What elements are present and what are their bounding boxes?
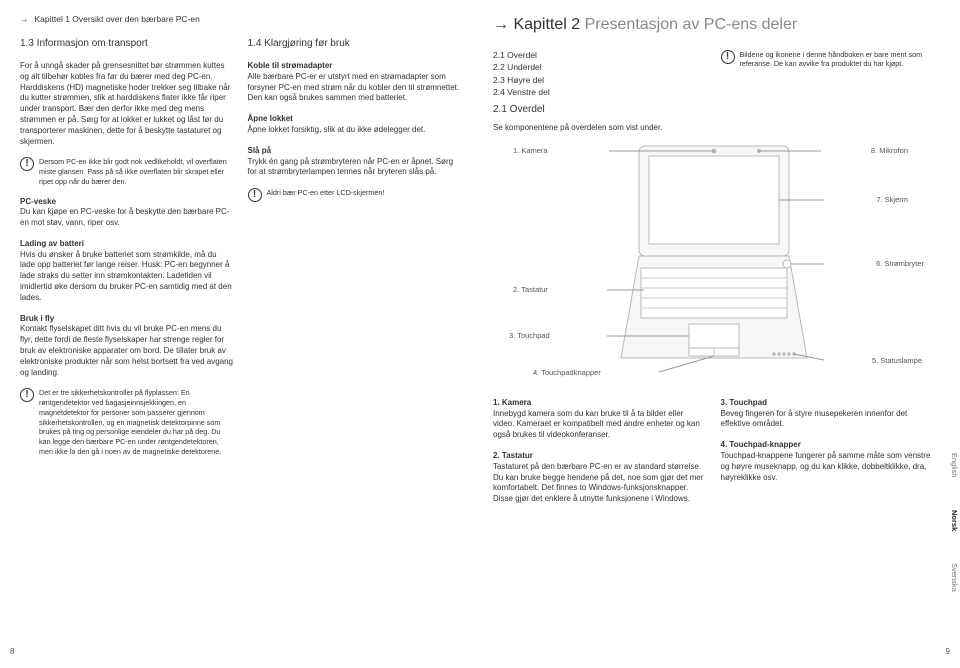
note-airport: ! Det er tre sikkerhetskontroller på fly… — [20, 388, 234, 456]
touchpad-text: Beveg fingeren for å styre musepekeren i… — [721, 409, 935, 431]
overdel-sub: Se komponentene på overdelen som vist un… — [493, 123, 934, 134]
tastatur-block: 2. Tastatur Tastaturet på den bærbare PC… — [493, 451, 707, 505]
koble-block: Koble til strømadapter Alle bærbare PC-e… — [248, 61, 462, 104]
lading-text: Hvis du ønsker å bruke batteriet som str… — [20, 250, 234, 304]
toc-item: 2.4 Venstre del — [493, 87, 707, 98]
bottom-col-left: 1. Kamera Innebygd kamera som du kan bru… — [493, 398, 707, 515]
apne-block: Åpne lokket Åpne lokket forsiktig, slik … — [248, 114, 462, 136]
note-airport-text: Det er tre sikkerhetskontroller på flypl… — [39, 388, 234, 456]
touchpad-block: 3. Touchpad Beveg fingeren for å styre m… — [721, 398, 935, 430]
fly-title: Bruk i fly — [20, 314, 234, 325]
fly-text: Kontakt flyselskapet ditt hvis du vil br… — [20, 324, 234, 378]
kamera-title: 1. Kamera — [493, 398, 707, 409]
koble-title: Koble til strømadapter — [248, 61, 462, 72]
tpk-block: 4. Touchpad-knapper Touchpad-knappene fu… — [721, 440, 935, 483]
kamera-block: 1. Kamera Innebygd kamera som du kan bru… — [493, 398, 707, 441]
lading-block: Lading av batteri Hvis du ønsker å bruke… — [20, 239, 234, 304]
callout-kamera: 1. Kamera — [513, 146, 548, 156]
pc-veske-block: PC-veske Du kan kjøpe en PC-veske for å … — [20, 197, 234, 229]
toc-item: 2.1 Overdel — [493, 50, 707, 61]
warning-icon: ! — [20, 157, 34, 171]
section-title-1-3: 1.3 Informasjon om transport — [20, 37, 234, 51]
note-maintenance: ! Dersom PC-en ikke blir godt nok vedlik… — [20, 157, 234, 186]
sla-text: Trykk én gang på strømbryteren når PC-en… — [248, 157, 462, 179]
chapter-prefix: Kapittel 2 — [513, 16, 580, 33]
callout-mikrofon: 8. Mikrofon — [871, 146, 908, 156]
tpk-text: Touchpad-knappene fungerer på samme måte… — [721, 451, 935, 483]
touchpad-title: 3. Touchpad — [721, 398, 935, 409]
laptop-icon — [599, 140, 829, 380]
lang-english[interactable]: English — [948, 447, 960, 484]
col-1-3: 1.3 Informasjon om transport For å unngå… — [20, 37, 234, 466]
callout-touchpad: 3. Touchpad — [509, 331, 550, 341]
toc-col: 2.1 Overdel 2.2 Underdel 2.3 Høyre del 2… — [493, 50, 707, 100]
lang-svenska[interactable]: Svenska — [948, 557, 960, 598]
tastatur-text: Tastaturet på den bærbare PC-en er av st… — [493, 462, 707, 505]
right-bottom-row: 1. Kamera Innebygd kamera som du kan bru… — [493, 398, 934, 515]
language-tabs: English Norsk Svenska — [948, 447, 960, 598]
warning-icon: ! — [20, 388, 34, 402]
bottom-col-right: 3. Touchpad Beveg fingeren for å styre m… — [721, 398, 935, 515]
chapter-2-title: → Kapittel 2 Presentasjon av PC-ens dele… — [493, 14, 934, 36]
toc-item: 2.2 Underdel — [493, 62, 707, 73]
chapter-label: Presentasjon av PC-ens deler — [585, 16, 798, 33]
toc-item: 2.3 Høyre del — [493, 75, 707, 86]
callout-tastatur: 2. Tastatur — [513, 285, 548, 295]
callout-tpknapper: 4. Touchpadknapper — [533, 368, 601, 378]
note-maintenance-text: Dersom PC-en ikke blir godt nok vedlikeh… — [39, 157, 234, 186]
arrow-icon: → — [493, 16, 509, 33]
note-col: ! Bildene og ikonene i denne håndboken e… — [721, 50, 935, 100]
section-title-1-4: 1.4 Klargjøring før bruk — [248, 37, 462, 51]
kamera-text: Innebygd kamera som du kan bruke til å t… — [493, 409, 707, 441]
right-top-row: 2.1 Overdel 2.2 Underdel 2.3 Høyre del 2… — [493, 50, 934, 100]
callout-strombryter: 6. Strømbryter — [876, 259, 924, 269]
page-number-right: 9 — [946, 647, 950, 658]
sla-title: Slå på — [248, 146, 462, 157]
note-lcd-text: Aldri bær PC-en etter LCD-skjermen! — [267, 188, 462, 202]
col-1-4: 1.4 Klargjøring før bruk Koble til strøm… — [248, 37, 462, 466]
laptop-diagram: 1. Kamera 8. Mikrofon 7. Skjerm 6. Strøm… — [493, 140, 934, 390]
left-columns: 1.3 Informasjon om transport For å unngå… — [20, 37, 461, 466]
note-reference: ! Bildene og ikonene i denne håndboken e… — [721, 50, 935, 69]
tpk-title: 4. Touchpad-knapper — [721, 440, 935, 451]
callout-skjerm: 7. Skjerm — [876, 195, 908, 205]
apne-title: Åpne lokket — [248, 114, 462, 125]
callout-status: 5. Statuslampe — [872, 356, 922, 366]
chapter-header: Kapittel 1 Oversikt over den bærbare PC-… — [20, 14, 461, 25]
page-left: Kapittel 1 Oversikt over den bærbare PC-… — [0, 0, 477, 668]
warning-icon: ! — [721, 50, 735, 64]
page-number-left: 8 — [10, 647, 14, 658]
warning-icon: ! — [248, 188, 262, 202]
note-reference-text: Bildene og ikonene i denne håndboken er … — [740, 50, 935, 69]
sla-block: Slå på Trykk én gang på strømbryteren nå… — [248, 146, 462, 178]
lading-title: Lading av batteri — [20, 239, 234, 250]
page-right: → Kapittel 2 Presentasjon av PC-ens dele… — [477, 0, 960, 668]
note-lcd: ! Aldri bær PC-en etter LCD-skjermen! — [248, 188, 462, 202]
intro-text: For å unngå skader på grensesnittet bør … — [20, 61, 234, 147]
tastatur-title: 2. Tastatur — [493, 451, 707, 462]
koble-text: Alle bærbare PC-er er utstyrt med en str… — [248, 72, 462, 104]
chapter-header-text: Kapittel 1 Oversikt over den bærbare PC-… — [35, 14, 200, 25]
fly-block: Bruk i fly Kontakt flyselskapet ditt hvi… — [20, 314, 234, 379]
pc-veske-title: PC-veske — [20, 197, 234, 208]
pc-veske-text: Du kan kjøpe en PC-veske for å beskytte … — [20, 207, 234, 229]
lang-norsk[interactable]: Norsk — [948, 504, 960, 537]
overdel-title: 2.1 Overdel — [493, 103, 934, 117]
apne-text: Åpne lokket forsiktig, slik at du ikke ø… — [248, 125, 462, 136]
